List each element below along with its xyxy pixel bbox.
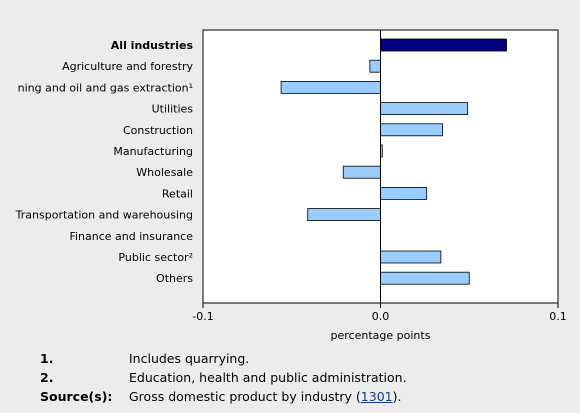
source-text-after: ).: [392, 389, 402, 404]
footnote-text: Includes quarrying.: [129, 351, 250, 366]
bar: [380, 102, 468, 115]
category-label: Finance and insurance: [69, 230, 193, 243]
source-table-link[interactable]: 1301: [360, 389, 393, 404]
x-tick-label: 0.0: [372, 310, 390, 323]
bar: [380, 186, 428, 200]
bar: [380, 271, 470, 285]
chart: All industries Agriculture and forestry ni…: [14, 29, 567, 342]
category-label: Agriculture and forestry: [62, 60, 193, 73]
bar: [380, 38, 507, 52]
bar: [307, 208, 381, 222]
bar: [280, 81, 381, 94]
footnote-2: 2. Education, health and public administ…: [40, 368, 407, 387]
category-label: Transportation and warehousing: [15, 209, 193, 222]
bar: [380, 250, 442, 264]
source-text-before: Gross domestic product by industry (: [129, 389, 361, 404]
category-label: Utilities: [152, 103, 194, 116]
source-key: Source(s):: [40, 389, 113, 404]
x-tick-label: -0.1: [192, 310, 213, 323]
category-label: Manufacturing: [113, 145, 193, 158]
category-label: Others: [156, 272, 193, 285]
category-label: Public sector²: [118, 251, 193, 264]
category-label: ning and oil and gas extraction¹: [18, 81, 193, 94]
footnote-1: 1. Includes quarrying.: [40, 349, 407, 368]
category-label: Wholesale: [136, 166, 193, 179]
x-tick-label: 0.1: [549, 310, 567, 323]
footnote-key: 2.: [40, 370, 54, 385]
bar: [380, 123, 444, 137]
bar: [369, 59, 381, 73]
category-label: All industries: [111, 39, 194, 52]
footnote-key: 1.: [40, 351, 54, 366]
footnotes: 1. Includes quarrying. 2. Education, hea…: [40, 349, 407, 406]
footnote-text: Education, health and public administrat…: [129, 370, 407, 385]
source-row: Source(s): Gross domestic product by ind…: [40, 387, 407, 406]
category-label: Retail: [162, 187, 193, 200]
category-label: Construction: [123, 124, 193, 137]
x-axis-label: percentage points: [331, 329, 431, 342]
bar: [342, 165, 381, 179]
source-text: Gross domestic product by industry (1301…: [129, 387, 401, 406]
